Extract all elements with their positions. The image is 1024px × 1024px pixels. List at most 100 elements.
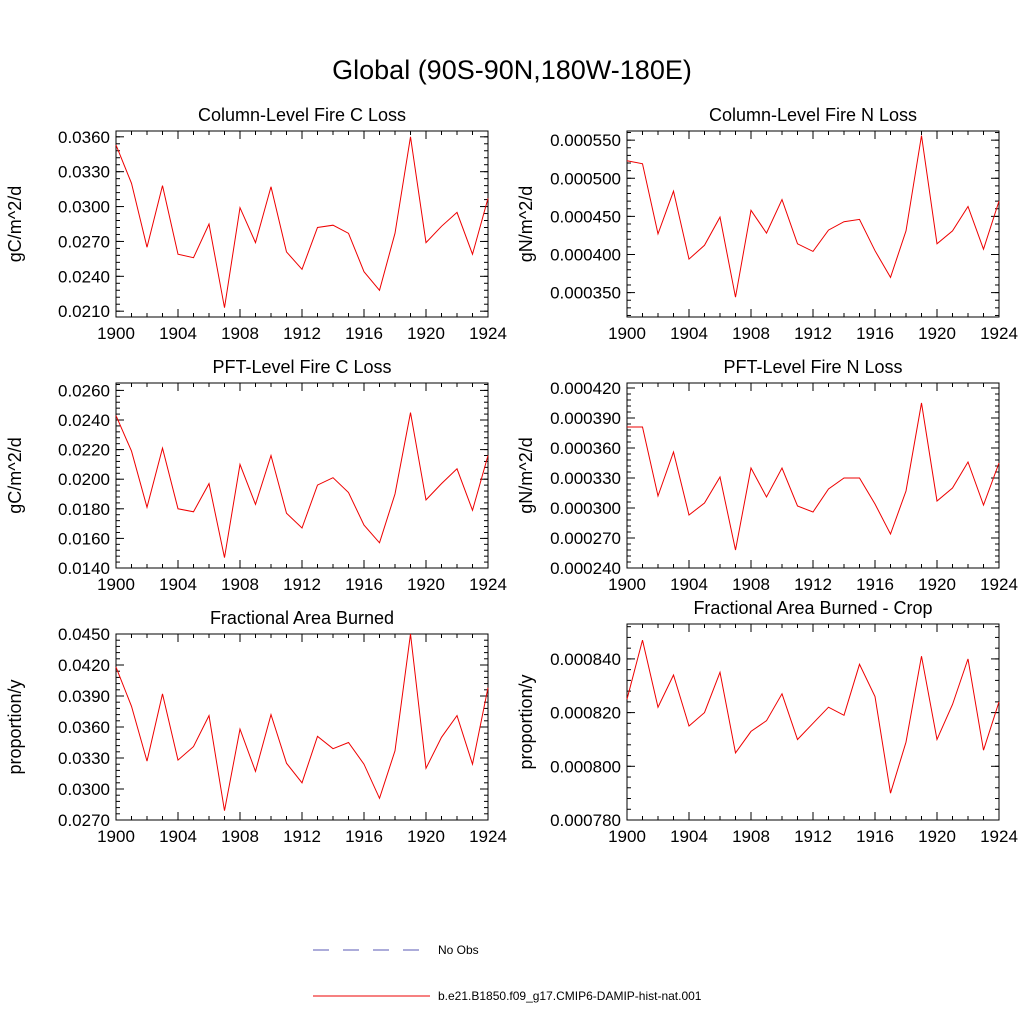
- x-tick-label: 1908: [221, 575, 259, 594]
- x-tick-label: 1924: [469, 575, 507, 594]
- plot-frame: [115, 382, 489, 569]
- x-tick-label: 1900: [608, 575, 646, 594]
- panel-title: Column-Level Fire C Loss: [198, 105, 406, 125]
- x-tick-label: 1916: [345, 575, 383, 594]
- y-tick-label: 0.0450: [58, 625, 110, 644]
- y-axis-label: proportion/y: [5, 679, 25, 774]
- y-tick-label: 0.0240: [58, 267, 110, 286]
- y-tick-label: 0.000450: [550, 207, 621, 226]
- chart-panel-3: PFT-Level Fire C Loss gC/m^2/d 1900 1904 190…: [5, 357, 507, 594]
- x-tick-label: 1900: [97, 575, 135, 594]
- chart-panel-5: Fractional Area Burned proportion/y 1900 19…: [5, 608, 507, 846]
- panel-title: PFT-Level Fire C Loss: [212, 357, 391, 377]
- x-tick-label: 1912: [794, 324, 832, 343]
- x-tick-label: 1900: [97, 324, 135, 343]
- y-tick-label: 0.0240: [58, 411, 110, 430]
- x-tick-label: 1912: [283, 324, 321, 343]
- x-tick-label: 1912: [283, 827, 321, 846]
- y-tick-label: 0.0270: [58, 811, 110, 830]
- y-tick-label: 0.0180: [58, 500, 110, 519]
- x-tick-label: 1904: [159, 324, 197, 343]
- x-tick-label: 1920: [407, 324, 445, 343]
- y-tick-label: 0.0420: [58, 656, 110, 675]
- series-line: [115, 412, 489, 558]
- x-tick-label: 1916: [345, 324, 383, 343]
- x-tick-label: 1904: [670, 324, 708, 343]
- plot-frame: [626, 382, 1000, 569]
- y-tick-label: 0.000550: [550, 131, 621, 150]
- x-tick-label: 1904: [159, 575, 197, 594]
- y-tick-label: 0.000800: [550, 757, 621, 776]
- y-tick-label: 0.000300: [550, 499, 621, 518]
- legend-label: No Obs: [438, 943, 479, 957]
- y-tick-label: 0.0300: [58, 198, 110, 217]
- x-tick-label: 1924: [980, 324, 1018, 343]
- x-tick-label: 1916: [856, 324, 894, 343]
- x-tick-label: 1908: [732, 575, 770, 594]
- y-tick-label: 0.000330: [550, 469, 621, 488]
- panel-title: Column-Level Fire N Loss: [709, 105, 917, 125]
- y-tick-label: 0.0360: [58, 128, 110, 147]
- y-tick-label: 0.000840: [550, 650, 621, 669]
- y-axis-label: gN/m^2/d: [516, 437, 536, 513]
- legend-label: b.e21.B1850.f09_g17.CMIP6-DAMIP-hist-nat…: [438, 989, 702, 1003]
- y-tick-label: 0.0200: [58, 470, 110, 489]
- x-tick-label: 1916: [856, 575, 894, 594]
- x-tick-label: 1924: [469, 324, 507, 343]
- y-tick-label: 0.0210: [58, 302, 110, 321]
- series-line: [626, 135, 1000, 298]
- y-tick-label: 0.0220: [58, 441, 110, 460]
- y-axis-label: proportion/y: [516, 674, 536, 769]
- y-axis-label: gN/m^2/d: [516, 186, 536, 262]
- y-tick-label: 0.0390: [58, 687, 110, 706]
- plot-frame: [115, 130, 489, 318]
- plot-frame: [626, 623, 1000, 821]
- x-tick-label: 1904: [670, 827, 708, 846]
- y-tick-label: 0.0360: [58, 718, 110, 737]
- y-tick-label: 0.000820: [550, 704, 621, 723]
- y-tick-label: 0.000420: [550, 379, 621, 398]
- x-tick-label: 1920: [918, 575, 956, 594]
- y-tick-label: 0.0300: [58, 780, 110, 799]
- x-tick-label: 1924: [980, 575, 1018, 594]
- x-tick-label: 1908: [221, 324, 259, 343]
- plot-frame: [626, 130, 1000, 318]
- chart-panel-4: PFT-Level Fire N Loss gN/m^2/d 1900 1904 190…: [516, 357, 1018, 594]
- y-tick-label: 0.0330: [58, 749, 110, 768]
- x-tick-label: 1900: [608, 324, 646, 343]
- y-tick-label: 0.000360: [550, 439, 621, 458]
- panel-title: Fractional Area Burned - Crop: [693, 598, 932, 618]
- series-line: [115, 633, 489, 811]
- y-tick-label: 0.000390: [550, 409, 621, 428]
- y-tick-label: 0.000270: [550, 529, 621, 548]
- series-line: [626, 639, 1000, 794]
- y-tick-label: 0.0140: [58, 559, 110, 578]
- plot-frame: [115, 633, 489, 821]
- y-axis-label: gC/m^2/d: [5, 186, 25, 262]
- x-tick-label: 1904: [159, 827, 197, 846]
- x-tick-label: 1908: [221, 827, 259, 846]
- chart-panel-6: Fractional Area Burned - Crop proportion/…: [516, 598, 1018, 846]
- y-tick-label: 0.0260: [58, 381, 110, 400]
- y-tick-label: 0.000780: [550, 811, 621, 830]
- x-tick-label: 1916: [345, 827, 383, 846]
- chart-panel-2: Column-Level Fire N Loss gN/m^2/d 1900 1904…: [516, 105, 1018, 343]
- y-tick-label: 0.0270: [58, 232, 110, 251]
- legend: No Obs b.e21.B1850.f09_g17.CMIP6-DAMIP-hi…: [313, 943, 702, 1003]
- y-tick-label: 0.000400: [550, 245, 621, 264]
- x-tick-label: 1908: [732, 827, 770, 846]
- y-tick-label: 0.000350: [550, 284, 621, 303]
- y-tick-label: 0.0330: [58, 163, 110, 182]
- page-title: Global (90S-90N,180W-180E): [332, 55, 692, 85]
- y-tick-label: 0.000240: [550, 559, 621, 578]
- x-tick-label: 1924: [469, 827, 507, 846]
- x-tick-label: 1920: [918, 827, 956, 846]
- y-tick-label: 0.0160: [58, 529, 110, 548]
- x-tick-label: 1900: [608, 827, 646, 846]
- series-line: [627, 402, 1000, 551]
- x-tick-label: 1920: [918, 324, 956, 343]
- chart-panel-1: Column-Level Fire C Loss gC/m^2/d 1900 1904…: [5, 105, 507, 343]
- x-tick-label: 1908: [732, 324, 770, 343]
- x-tick-label: 1920: [407, 575, 445, 594]
